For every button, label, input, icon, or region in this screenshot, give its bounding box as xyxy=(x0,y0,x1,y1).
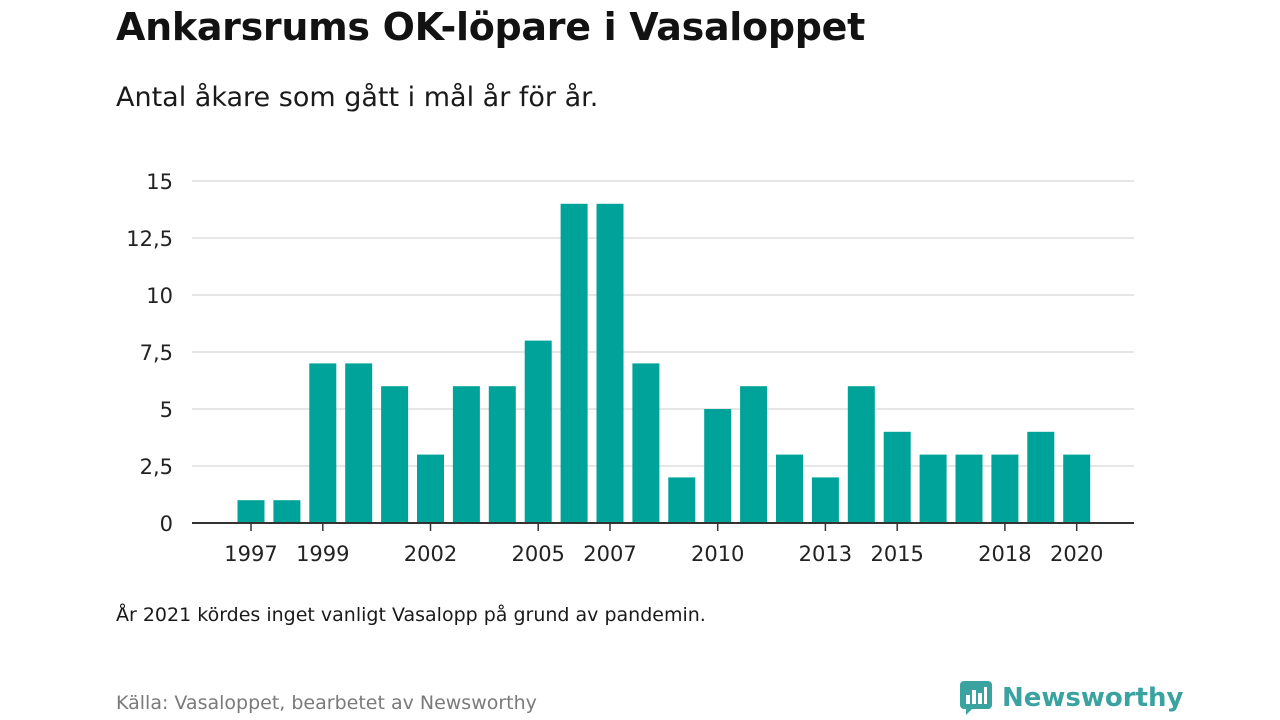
x-tick-label: 2015 xyxy=(870,542,923,566)
bar-2002 xyxy=(417,454,444,523)
bars xyxy=(237,203,1091,524)
bar-1999 xyxy=(309,363,337,523)
y-tick-label: 15 xyxy=(146,170,173,194)
chart-subtitle: Antal åkare som gått i mål år för år. xyxy=(116,82,599,113)
bar-2012 xyxy=(776,454,803,523)
x-tick-label: 1999 xyxy=(296,542,349,566)
bar-2000 xyxy=(345,363,373,523)
bar-2010 xyxy=(704,409,732,523)
footnote: År 2021 kördes inget vanligt Vasalopp på… xyxy=(116,604,706,626)
brand-name: Newsworthy xyxy=(1002,683,1184,713)
bar-2009 xyxy=(668,477,696,523)
bar-2001 xyxy=(381,386,409,523)
source-credit: Källa: Vasaloppet, bearbetet av Newswort… xyxy=(116,692,537,714)
bar-2006 xyxy=(560,203,588,524)
x-tick-label: 2018 xyxy=(978,542,1031,566)
bar-2011 xyxy=(740,386,768,523)
x-tick-label: 2013 xyxy=(799,542,852,566)
newsworthy-logo-icon xyxy=(960,681,992,715)
bar-2018 xyxy=(991,454,1019,523)
x-tick-label: 1997 xyxy=(224,542,277,566)
bar-2008 xyxy=(632,363,660,523)
bar-2017 xyxy=(955,454,983,523)
bar-1997 xyxy=(237,500,265,523)
bar-2019 xyxy=(1027,431,1055,523)
y-tick-label: 7,5 xyxy=(140,341,173,365)
bar-2015 xyxy=(883,431,911,523)
bar-2003 xyxy=(452,386,480,523)
y-tick-label: 12,5 xyxy=(126,227,173,251)
x-axis-ticks: 1997 1999 2002 2005 2007 2010 2013 2015 2018 2020 xyxy=(224,523,1103,566)
y-tick-label: 0 xyxy=(160,512,173,536)
bar-2020 xyxy=(1063,454,1091,523)
y-tick-label: 10 xyxy=(146,284,173,308)
x-tick-label: 2007 xyxy=(583,542,636,566)
y-axis-ticks: 0 2,5 5 7,5 10 12,5 15 xyxy=(126,170,173,536)
chart-title: Ankarsrums OK-löpare i Vasaloppet xyxy=(116,5,865,49)
x-tick-label: 2002 xyxy=(404,542,457,566)
bar-2004 xyxy=(488,386,516,523)
y-tick-label: 5 xyxy=(160,398,173,422)
x-tick-label: 2005 xyxy=(511,542,564,566)
x-tick-label: 2010 xyxy=(691,542,744,566)
bar-1998 xyxy=(273,500,301,523)
bar-2016 xyxy=(919,454,947,523)
y-tick-label: 2,5 xyxy=(140,455,173,479)
bar-2013 xyxy=(811,477,839,523)
bar-2005 xyxy=(524,340,552,523)
brand-logo: Newsworthy xyxy=(960,680,1183,716)
bar-2014 xyxy=(847,386,875,523)
bar-2007 xyxy=(596,203,624,524)
x-tick-label: 2020 xyxy=(1050,542,1103,566)
